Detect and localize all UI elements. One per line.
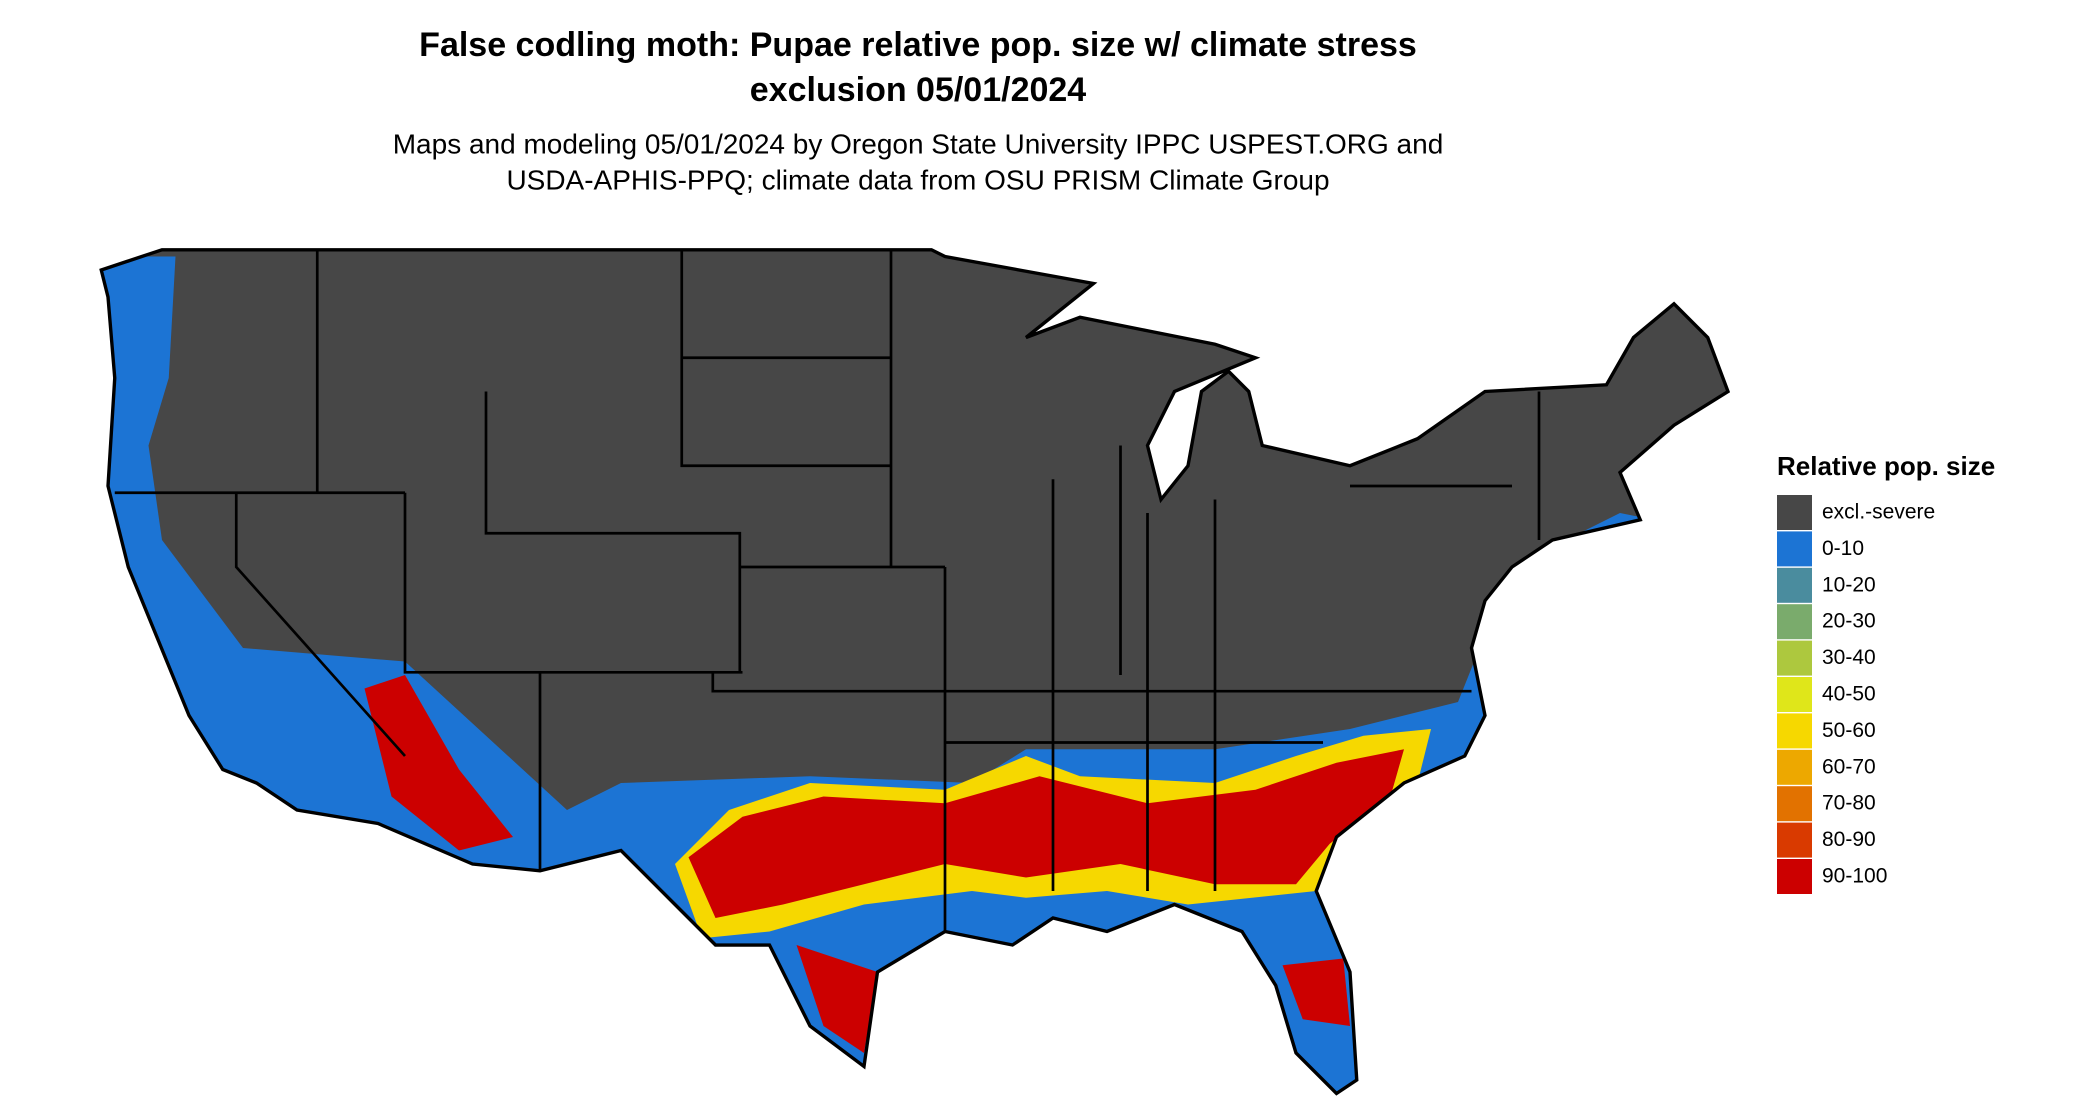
legend-label: 10-20 (1822, 573, 1876, 596)
legend-swatch (1777, 713, 1812, 749)
title-line: False codling moth: Pupae relative pop. … (419, 26, 1417, 64)
state-borders (114, 249, 1541, 932)
legend-label: excl.-severe (1822, 501, 1935, 524)
title-line: exclusion 05/01/2024 (750, 71, 1087, 109)
legend-swatch (1777, 749, 1812, 785)
legend-swatch (1777, 677, 1812, 712)
legend-swatch (1777, 822, 1812, 858)
map (99, 248, 1731, 1096)
legend-label: 70-80 (1822, 792, 1876, 815)
legend-swatch (1777, 859, 1812, 894)
legend-label: 0-10 (1822, 537, 1864, 560)
legend-label: 30-40 (1822, 646, 1876, 669)
legend: excl.-severe 0-10 10-20 20-30 30-40 40-50 50-6… (1777, 495, 1935, 894)
legend-label: 50-60 (1822, 719, 1876, 742)
legend-label: 60-70 (1822, 755, 1876, 778)
subtitle-line: Maps and modeling 05/01/2024 by Oregon S… (393, 128, 1444, 159)
legend-label: 40-50 (1822, 683, 1876, 706)
legend-label: 80-90 (1822, 828, 1876, 851)
legend-swatch (1777, 604, 1812, 640)
legend-label: 90-100 (1822, 865, 1887, 888)
legend-label: 20-30 (1822, 610, 1876, 633)
legend-swatch (1777, 495, 1812, 530)
legend-title: Relative pop. size (1777, 451, 1995, 481)
subtitle-line: USDA-APHIS-PPQ; climate data from OSU PR… (506, 164, 1329, 195)
legend-swatch (1777, 567, 1812, 603)
legend-swatch (1777, 640, 1812, 676)
legend-swatch (1777, 786, 1812, 822)
legend-swatch (1777, 531, 1812, 567)
